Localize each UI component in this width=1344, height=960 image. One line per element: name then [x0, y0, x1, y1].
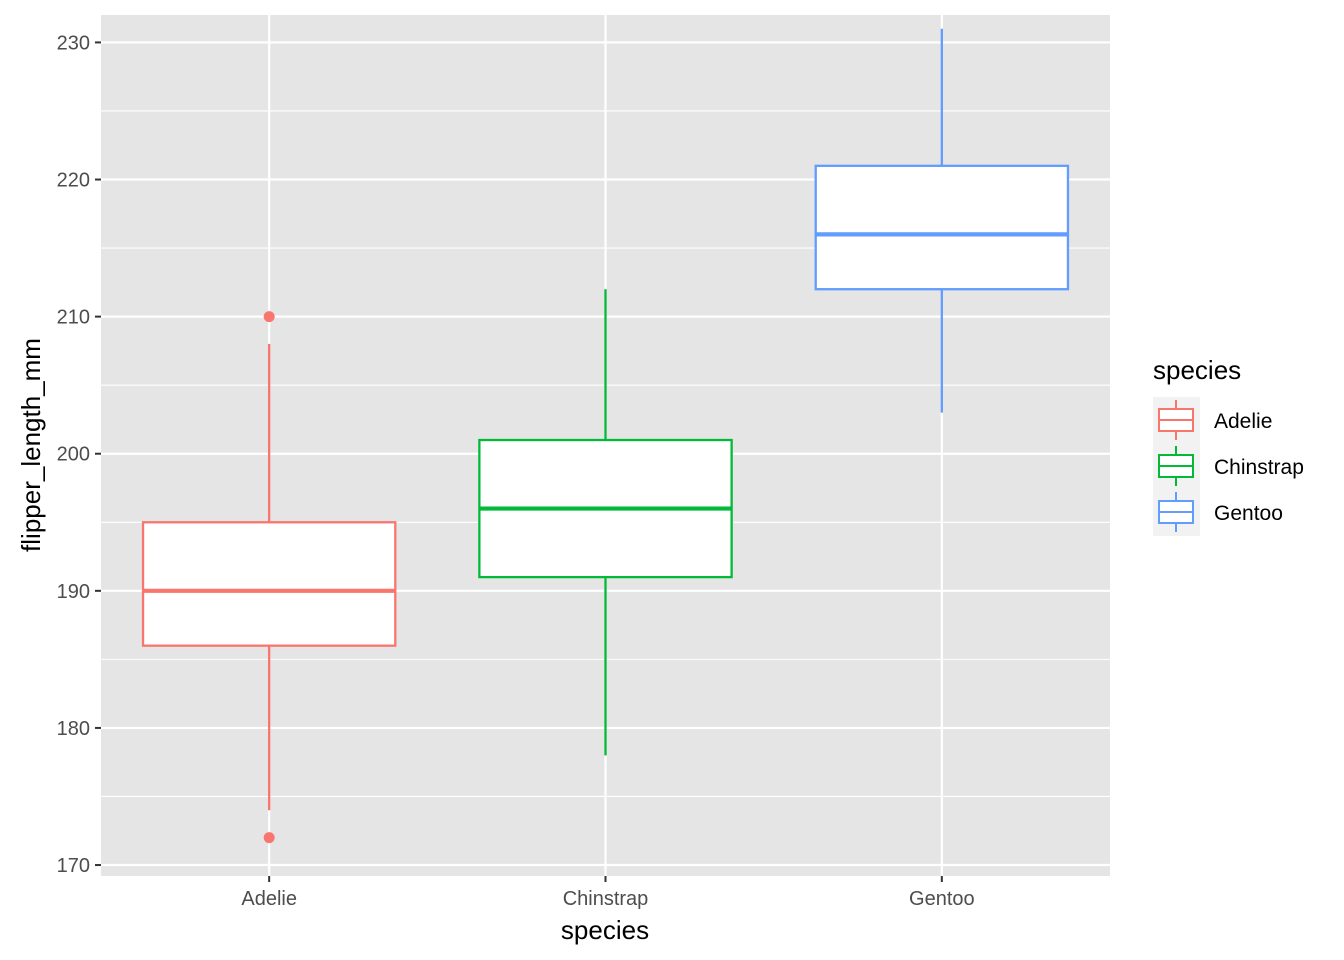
iqr-box — [141, 521, 397, 647]
legend-label: Chinstrap — [1214, 456, 1304, 479]
iqr-box — [814, 164, 1070, 291]
box-gentoo — [814, 28, 1070, 413]
y-axis: 170 180 190 200 210 220 230 — [57, 32, 101, 877]
legend-key-adelie — [1158, 400, 1194, 440]
box-adelie — [141, 311, 397, 844]
outlier-point — [263, 311, 275, 323]
legend-title: species — [1153, 355, 1241, 385]
y-tick-label: 220 — [57, 170, 90, 192]
legend: species Adelie Chinstrap Gentoo — [1153, 355, 1304, 536]
outlier-point — [263, 832, 275, 844]
x-tick-label: Gentoo — [909, 888, 975, 910]
x-tick-label: Chinstrap — [563, 888, 649, 910]
y-tick-label: 170 — [57, 855, 90, 877]
legend-label: Gentoo — [1214, 502, 1283, 525]
y-tick-label: 230 — [57, 32, 90, 54]
x-axis-title: species — [561, 915, 649, 945]
x-axis: Adelie Chinstrap Gentoo — [241, 876, 975, 910]
box-chinstrap — [478, 289, 733, 756]
legend-label: Adelie — [1214, 410, 1272, 433]
y-tick-label: 190 — [57, 581, 90, 603]
x-tick-label: Adelie — [241, 888, 297, 910]
y-tick-label: 180 — [57, 718, 90, 740]
legend-key-gentoo — [1158, 492, 1194, 532]
legend-key-chinstrap — [1158, 446, 1194, 486]
box-series — [141, 28, 1070, 844]
y-axis-title: flipper_length_mm — [16, 338, 46, 552]
y-tick-label: 200 — [57, 444, 90, 466]
y-tick-label: 210 — [57, 307, 90, 329]
